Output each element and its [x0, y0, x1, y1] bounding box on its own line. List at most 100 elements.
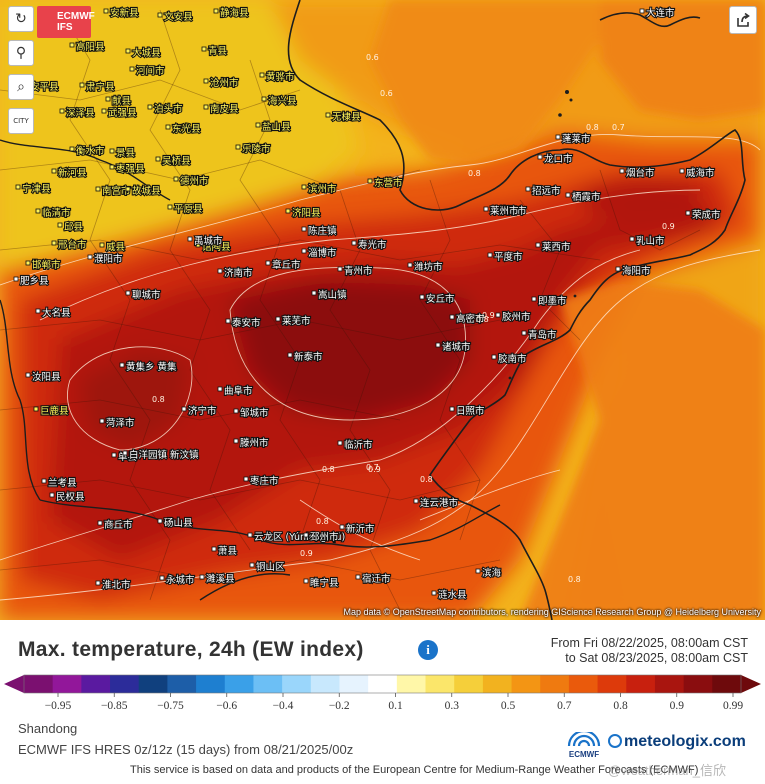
city-label[interactable]: 巨鹿县 — [33, 404, 70, 418]
city-label[interactable]: 景县 — [109, 147, 136, 160]
city-label[interactable]: 宁津县 — [15, 182, 52, 196]
city-label[interactable]: 大城县 — [125, 46, 162, 60]
city-toggle-button[interactable]: CITY — [8, 108, 34, 134]
city-label[interactable]: 吴桥县 — [155, 154, 192, 168]
city-label[interactable]: 黄集乡 黄集 — [119, 360, 178, 374]
forecast-map[interactable]: 安新县 文安县 静海县 高阳县 大城县 青县 肃宁县 河间市 献县 黄骅市 沧州市 海兴县 安平县 泊头市… — [0, 0, 765, 620]
city-label[interactable]: 淄博市 — [301, 246, 338, 260]
city-label[interactable]: 盐山县 — [255, 120, 292, 134]
city-label[interactable]: 滨海 — [475, 566, 503, 580]
city-label[interactable]: 即墨市 — [531, 294, 568, 308]
city-label[interactable]: 莱西市 — [535, 240, 572, 254]
city-label[interactable]: 涟水县 — [431, 588, 468, 602]
city-label[interactable]: 宿迁市 — [355, 572, 392, 586]
city-label[interactable]: 安丘市 — [419, 292, 456, 306]
city-label[interactable]: 禹城市 — [187, 234, 224, 248]
city-label[interactable]: 兰考县 — [41, 476, 78, 490]
city-label[interactable]: 胶南市 — [491, 352, 528, 366]
city-label[interactable]: 莱阳市 — [491, 204, 528, 218]
city-label[interactable]: 沧州市 — [203, 76, 240, 90]
city-label[interactable]: 邹城市 — [233, 406, 270, 420]
city-label[interactable]: 睢宁县 — [303, 576, 340, 590]
city-label[interactable]: 肃宁县 — [79, 80, 116, 94]
city-label[interactable]: 汝阳县 — [25, 370, 62, 384]
city-label[interactable]: 枣庄市 — [243, 474, 280, 488]
city-label[interactable]: 章丘市 — [265, 258, 302, 272]
city-label[interactable]: 青州市 — [337, 264, 374, 278]
city-label[interactable]: 文安县 — [157, 10, 194, 24]
city-label[interactable]: 荣成市 — [685, 208, 722, 222]
city-label[interactable]: 平原县 — [167, 203, 204, 216]
city-label[interactable]: 高密市 — [449, 312, 486, 326]
city-label[interactable]: 深泽县 — [59, 107, 96, 120]
city-label[interactable]: 嵩山镇 — [311, 288, 348, 302]
share-button[interactable] — [729, 6, 757, 34]
city-label[interactable]: 大名县 — [35, 306, 72, 320]
location-button[interactable]: ⚲ — [8, 40, 34, 66]
city-label[interactable]: 新河县 — [51, 166, 88, 180]
city-label[interactable]: 海兴县 — [261, 94, 298, 108]
city-label[interactable]: 萧县 — [211, 544, 238, 558]
city-label[interactable]: 莱芜市 — [275, 314, 312, 328]
city-label[interactable]: 故城县 — [125, 184, 162, 198]
city-label[interactable]: 聊城市 — [125, 288, 162, 302]
city-label[interactable]: 高阳县 — [69, 40, 106, 54]
city-label[interactable]: 砀山县 — [157, 517, 194, 530]
city-label[interactable]: 南皮县 — [203, 102, 240, 116]
city-label[interactable]: 南宫市 — [95, 184, 132, 198]
city-label[interactable]: 海阳市 — [615, 264, 652, 278]
city-label[interactable]: 滨州市 — [301, 182, 338, 196]
city-label[interactable]: 铜山区 — [249, 560, 286, 574]
city-label[interactable]: 民权县 — [49, 490, 86, 504]
city-label[interactable]: 德州市 — [173, 174, 210, 188]
city-label[interactable]: 乳山市 — [629, 234, 666, 248]
city-label[interactable]: 临清市 — [35, 206, 72, 220]
city-label[interactable]: 青县 — [201, 44, 228, 58]
city-label[interactable]: 威海市 — [679, 166, 716, 180]
city-label[interactable]: 邯郸市 — [25, 258, 62, 272]
city-label[interactable]: 临沂市 — [337, 438, 374, 452]
city-label[interactable]: 龙口市 — [537, 152, 574, 166]
city-label[interactable]: 泰安市 — [225, 316, 262, 330]
brand-logo[interactable]: meteologix.com — [608, 733, 746, 751]
city-label[interactable]: 衡水市 — [69, 144, 106, 158]
city-label[interactable]: 无棣县 — [325, 110, 362, 124]
city-label[interactable]: 青岛市 — [521, 328, 558, 342]
city-label[interactable]: 栖霞市 — [565, 190, 602, 204]
city-label[interactable]: 莱州市 — [483, 204, 520, 218]
city-label[interactable]: 安新县 — [103, 6, 140, 20]
city-label[interactable]: 东光县 — [165, 122, 202, 136]
city-label[interactable]: 寿光市 — [351, 238, 388, 252]
city-label[interactable]: 邢台市 — [51, 238, 88, 252]
city-label[interactable]: 大连市 — [639, 6, 676, 20]
city-label[interactable]: 商丘市 — [97, 518, 134, 532]
city-label[interactable]: 武强县 — [101, 106, 138, 120]
city-label[interactable]: 济阳县 — [285, 206, 322, 220]
city-label[interactable]: 黄骅市 — [259, 70, 296, 84]
city-label[interactable]: 邱县 — [57, 221, 84, 234]
city-label[interactable]: 日照市 — [449, 404, 486, 418]
city-label[interactable]: 蓬莱市 — [555, 132, 592, 146]
city-label[interactable]: 威县 — [99, 240, 126, 254]
city-label[interactable]: 新泰市 — [287, 350, 324, 364]
city-label[interactable]: 泊头市 — [147, 102, 184, 116]
city-label[interactable]: 白洋园镇 新汶镇 — [122, 448, 200, 462]
city-label[interactable]: 永城市 — [159, 573, 196, 587]
city-label[interactable]: 枣强县 — [109, 163, 146, 176]
city-label[interactable]: 潍坊市 — [407, 260, 444, 274]
city-label[interactable]: 陈庄镇 — [301, 224, 338, 238]
city-label[interactable]: 滕州市 — [233, 436, 270, 450]
city-label[interactable]: 献县 — [105, 94, 132, 108]
city-label[interactable]: 邳州市 — [303, 530, 340, 544]
city-label[interactable]: 连云港市 — [413, 496, 460, 510]
city-label[interactable]: 淮北市 — [95, 578, 132, 592]
city-label[interactable]: 济南市 — [217, 266, 254, 280]
city-label[interactable]: 胶州市 — [495, 310, 532, 324]
city-label[interactable]: 肥乡县 — [13, 275, 50, 288]
info-icon[interactable]: i — [418, 640, 438, 660]
zoom-button[interactable]: ⌕ — [8, 74, 34, 100]
city-label[interactable]: 烟台市 — [619, 166, 656, 180]
city-label[interactable]: 济宁市 — [181, 404, 218, 418]
city-label[interactable]: 招远市 — [525, 184, 562, 198]
city-label[interactable]: 濉溪县 — [199, 572, 236, 586]
